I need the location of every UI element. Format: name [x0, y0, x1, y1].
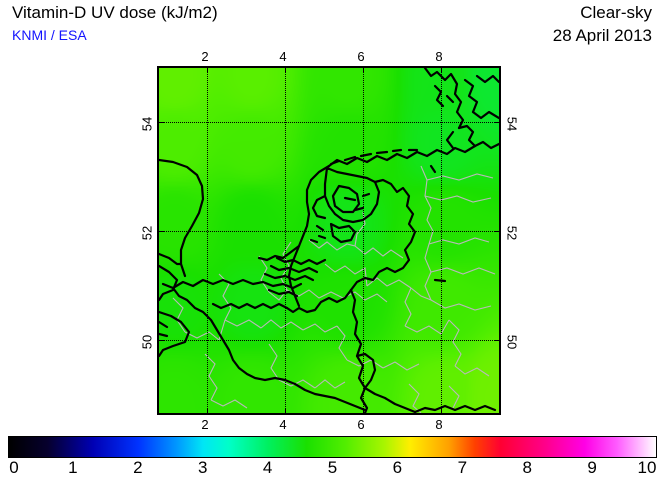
axis-label-left-52: 52 — [139, 225, 155, 241]
edgebar-top-a — [207, 66, 285, 68]
colorbar-label-0: 0 — [9, 458, 19, 477]
date-label: 28 April 2013 — [552, 26, 652, 45]
map-coastline-overlay — [159, 68, 499, 413]
tick-bottom-4 — [285, 408, 286, 413]
tick-right-54 — [494, 122, 499, 123]
tick-right-50 — [494, 340, 499, 341]
edgebar-left-b — [157, 231, 159, 340]
tick-bottom-6 — [363, 408, 364, 413]
gridline-lon-8 — [441, 68, 442, 413]
edgebar-left-a — [157, 66, 159, 122]
tick-left-50 — [159, 340, 164, 341]
chart-header: Vitamin-D UV dose (kJ/m2) KNMI / ESA Cle… — [0, 0, 665, 52]
axis-label-left-54: 54 — [139, 116, 155, 132]
edgebar-bottom-a — [207, 413, 285, 415]
axis-label-left-50: 50 — [139, 334, 155, 350]
edgebar-right-a — [499, 66, 501, 122]
institute-credit: KNMI / ESA — [12, 27, 87, 43]
colorbar-gradient — [8, 436, 657, 458]
axis-label-right-50: 50 — [504, 334, 520, 350]
gridline-lat-52 — [159, 231, 499, 232]
colorbar-section: 0 1 2 3 4 5 6 7 8 9 10 — [0, 434, 665, 480]
axis-label-top-8: 8 — [435, 49, 443, 64]
sky-condition-label: Clear-sky — [580, 3, 652, 22]
gridline-lon-4 — [285, 68, 286, 413]
colorbar-label-4: 4 — [262, 458, 273, 477]
coastline-national-borders — [159, 68, 499, 413]
axis-label-bottom-6: 6 — [357, 417, 365, 432]
colorbar-label-7: 7 — [457, 458, 468, 477]
tick-right-52 — [494, 231, 499, 232]
tick-left-54 — [159, 122, 164, 123]
tick-top-4 — [285, 68, 286, 73]
gridline-lon-2 — [207, 68, 208, 413]
tick-top-2 — [207, 68, 208, 73]
colorbar-label-9: 9 — [587, 458, 597, 477]
edgebar-right-b — [499, 231, 501, 340]
gridline-lon-6 — [363, 68, 364, 413]
edgebar-top-b — [363, 66, 441, 68]
tick-left-52 — [159, 231, 164, 232]
tick-bottom-2 — [207, 408, 208, 413]
tick-bottom-8 — [441, 408, 442, 413]
colorbar-label-1: 1 — [68, 458, 78, 477]
axis-label-top-4: 4 — [279, 49, 287, 64]
colorbar-label-5: 5 — [327, 458, 338, 477]
gridline-lat-50 — [159, 340, 499, 341]
axis-label-bottom-8: 8 — [435, 417, 443, 432]
axis-label-bottom-4: 4 — [279, 417, 287, 432]
map-plot-frame — [157, 66, 501, 415]
colorbar-tick-labels: 0 1 2 3 4 5 6 7 8 9 10 — [8, 459, 657, 479]
tick-top-8 — [441, 68, 442, 73]
colorbar-label-2: 2 — [133, 458, 143, 477]
provincial-borders — [172, 165, 496, 413]
axis-label-bottom-2: 2 — [201, 417, 209, 432]
gridline-lat-54 — [159, 122, 499, 123]
page-title: Vitamin-D UV dose (kJ/m2) — [12, 3, 218, 22]
axis-label-right-54: 54 — [504, 116, 520, 132]
axis-label-top-2: 2 — [201, 49, 209, 64]
axis-label-right-52: 52 — [504, 225, 520, 241]
colorbar-label-8: 8 — [522, 458, 532, 477]
tick-top-6 — [363, 68, 364, 73]
colorbar-label-3: 3 — [197, 458, 208, 477]
edgebar-bottom-b — [363, 413, 441, 415]
axis-label-top-6: 6 — [357, 49, 365, 64]
colorbar-label-10: 10 — [637, 458, 657, 477]
map-plot-area — [159, 68, 499, 413]
colorbar-label-6: 6 — [392, 458, 403, 477]
